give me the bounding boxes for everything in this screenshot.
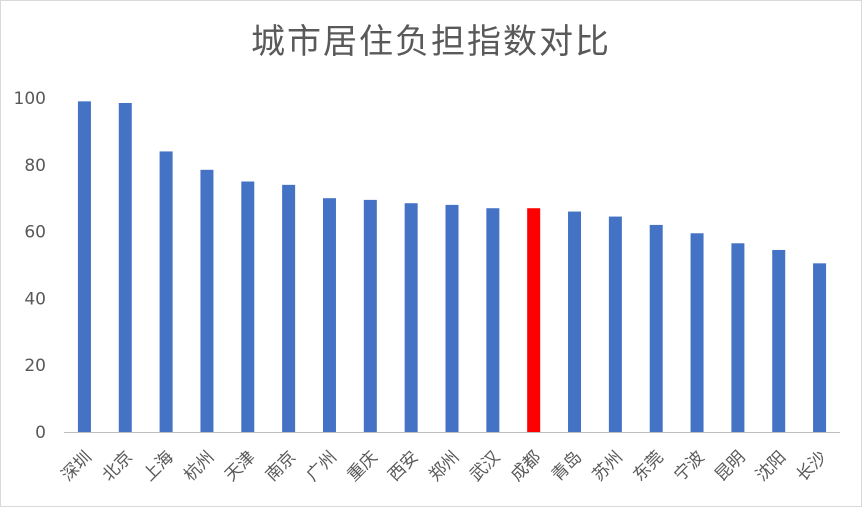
bar-5 — [282, 184, 296, 432]
x-tick-label: 重庆 — [344, 447, 382, 485]
bar-13 — [608, 216, 622, 432]
x-tick-label: 成都 — [507, 447, 545, 485]
x-tick-label: 郑州 — [425, 447, 463, 485]
bar-16 — [731, 243, 745, 432]
y-tick-label: 40 — [24, 289, 46, 309]
x-tick-label: 杭州 — [180, 447, 218, 485]
x-tick-label: 广州 — [303, 447, 341, 485]
y-tick-label: 80 — [24, 156, 46, 176]
bar-1 — [118, 103, 132, 432]
x-tick-label: 东莞 — [630, 447, 668, 485]
bar-7 — [363, 199, 377, 432]
x-tick-label: 宁波 — [670, 447, 708, 485]
y-tick-label: 0 — [35, 423, 46, 443]
x-tick-label: 青岛 — [548, 447, 586, 485]
bar-14 — [649, 224, 663, 432]
x-tick-label: 西安 — [385, 447, 423, 485]
y-tick-label: 100 — [14, 89, 46, 109]
bar-11 — [527, 208, 541, 432]
x-tick-label: 沈阳 — [752, 447, 790, 485]
x-tick-label: 北京 — [99, 447, 137, 485]
bar-17 — [772, 249, 786, 432]
bar-9 — [445, 204, 459, 432]
bar-10 — [486, 208, 500, 432]
chart-title: 城市居住负担指数对比 — [251, 22, 611, 62]
bar-4 — [241, 181, 255, 432]
x-tick-label: 昆明 — [711, 447, 749, 485]
x-tick-label: 上海 — [139, 447, 177, 485]
bar-6 — [322, 198, 336, 432]
bar-8 — [404, 203, 418, 432]
x-tick-label: 天津 — [221, 447, 259, 485]
x-tick-label: 武汉 — [466, 447, 504, 485]
bar-12 — [568, 211, 582, 432]
y-tick-label: 60 — [24, 223, 46, 243]
bar-3 — [200, 169, 214, 432]
x-tick-label: 深圳 — [58, 447, 96, 485]
x-tick-label: 苏州 — [589, 447, 627, 485]
bar-2 — [159, 151, 173, 432]
x-tick-label: 南京 — [262, 447, 300, 485]
bar-18 — [813, 263, 827, 432]
bar-0 — [77, 101, 91, 432]
y-tick-label: 20 — [24, 356, 46, 376]
x-tick-label: 长沙 — [793, 447, 831, 485]
bar-15 — [690, 233, 704, 432]
